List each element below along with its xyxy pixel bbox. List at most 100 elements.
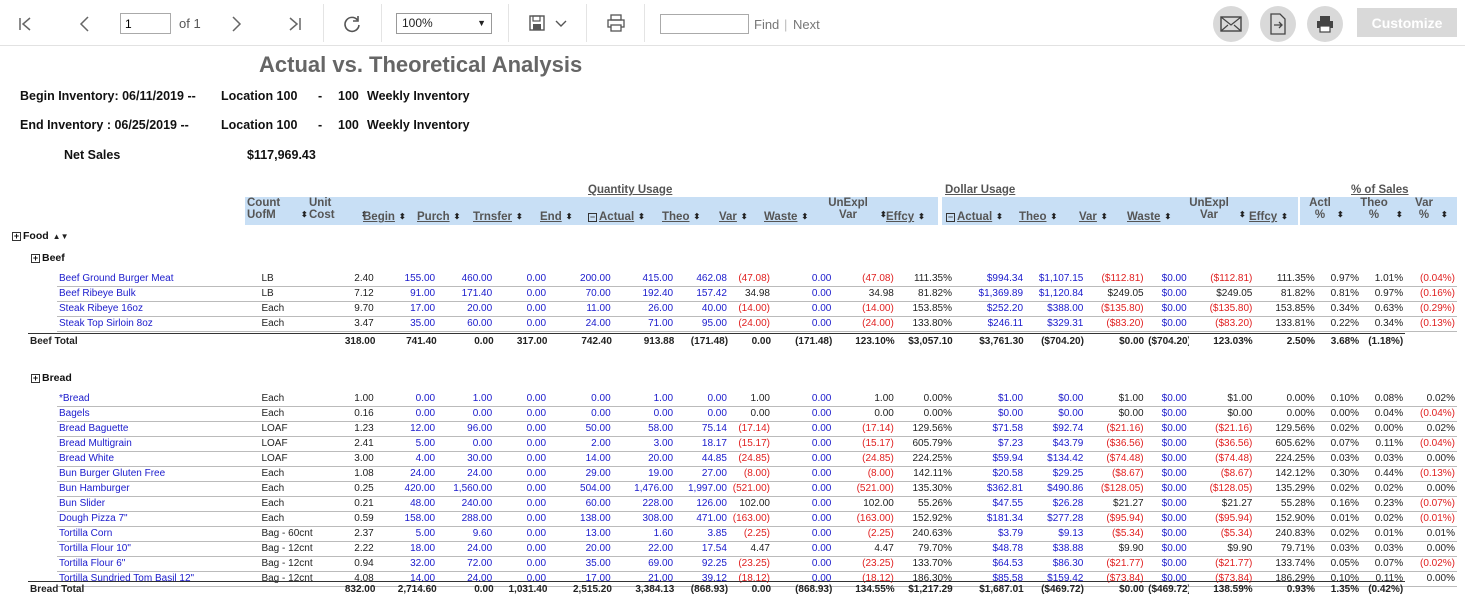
category-food[interactable]: + Food ▲▼ [12, 230, 69, 242]
item-name-link[interactable]: Bread White [57, 451, 260, 467]
cell: 0.03% [1360, 451, 1406, 467]
item-name-link[interactable]: Tortilla Corn [57, 526, 260, 542]
column-header[interactable]: Count UofM ⬍ [247, 197, 308, 221]
item-name-link[interactable]: *Bread [57, 392, 260, 407]
last-page-icon[interactable] [284, 13, 306, 35]
find-input[interactable] [660, 14, 749, 34]
column-header[interactable]: End ⬍ [540, 211, 572, 223]
item-name-link[interactable]: Bagels [57, 406, 260, 422]
chevron-down-icon[interactable] [553, 16, 569, 32]
group-bread[interactable]: + Bread [31, 372, 72, 384]
sort-icon[interactable]: ⬍ [1239, 210, 1246, 219]
cell: 0.00 [494, 511, 549, 527]
refresh-icon[interactable] [340, 12, 364, 36]
column-header[interactable]: Actl % ⬍ [1307, 197, 1344, 221]
expand-icon[interactable]: + [12, 230, 21, 241]
sort-icon[interactable]: ⬍ [918, 212, 925, 221]
sort-icon[interactable]: ⬍ [1100, 212, 1108, 221]
email-button[interactable] [1213, 6, 1249, 42]
sort-icon[interactable]: ⬍ [1050, 212, 1058, 221]
cell: ($128.05) [1085, 481, 1146, 497]
expand-icon[interactable]: + [31, 252, 40, 263]
sort-icon[interactable]: ⬍ [638, 212, 645, 221]
cell: 44.85 [675, 451, 729, 467]
column-header-label: Unit Cost [309, 197, 335, 221]
cell: $0.00 [1085, 406, 1146, 422]
sort-icon[interactable]: ⬍ [1337, 210, 1344, 219]
page-number-input[interactable] [120, 13, 171, 34]
expand-icon[interactable]: + [31, 372, 40, 383]
print-icon[interactable] [605, 13, 627, 33]
column-header[interactable]: Waste ⬍ [1127, 211, 1171, 223]
item-name-link[interactable]: Bun Hamburger [57, 481, 260, 497]
column-header[interactable]: − Actual ⬍ [946, 211, 1003, 223]
column-header[interactable]: Waste ⬍ [764, 211, 808, 223]
column-header[interactable]: Theo % ⬍ [1356, 197, 1403, 221]
column-header[interactable]: Theo ⬍ [662, 211, 700, 223]
column-header[interactable]: Purch ⬍ [417, 211, 460, 223]
print-button[interactable] [1307, 6, 1343, 42]
item-name-link[interactable]: Tortilla Flour 10" [57, 541, 260, 557]
sort-icon[interactable]: ⬍ [1396, 210, 1403, 219]
sort-icon[interactable]: ⬍ [1441, 210, 1448, 219]
sort-icon[interactable]: ⬍ [740, 212, 748, 221]
sort-icon[interactable]: ⬍ [1281, 212, 1288, 221]
cell: Each [259, 511, 320, 527]
sort-icon[interactable]: ⬍ [1164, 212, 1172, 221]
cell: $249.05 [1085, 286, 1146, 302]
cell: 0.03% [1316, 541, 1361, 557]
sort-icon[interactable]: ⬍ [693, 212, 701, 221]
export-button[interactable] [1260, 6, 1296, 42]
find-next-link[interactable]: Next [793, 17, 820, 32]
total-cell: $3,761.30 [954, 333, 1026, 350]
next-page-icon[interactable] [225, 13, 247, 35]
item-name-link[interactable]: Bread Baguette [57, 421, 260, 437]
zoom-select[interactable]: 100% ▼ [396, 13, 492, 34]
column-header[interactable]: UnExpl Var ⬍ [820, 197, 887, 221]
sort-icon[interactable]: ⬍ [453, 212, 461, 221]
column-header[interactable]: Effcy ⬍ [1249, 211, 1288, 223]
column-header[interactable]: Var ⬍ [719, 211, 748, 223]
column-header[interactable]: Trnsfer ⬍ [473, 211, 523, 223]
report-body: Actual vs. Theoretical Analysis Begin In… [0, 47, 1465, 613]
collapse-icon[interactable]: − [946, 211, 955, 222]
column-header[interactable]: UnExpl Var ⬍ [1183, 197, 1246, 221]
sort-icon[interactable]: ⬍ [801, 212, 809, 221]
cell: 1.60 [612, 526, 676, 542]
cell: 0.00 [375, 406, 438, 422]
group-beef[interactable]: + Beef [31, 252, 65, 264]
first-page-icon[interactable] [14, 13, 36, 35]
column-header[interactable]: − Actual ⬍ [588, 211, 645, 223]
column-header[interactable]: Effcy ⬍ [886, 211, 925, 223]
sort-icon[interactable]: ▲▼ [52, 231, 69, 241]
item-name-link[interactable]: Beef Ground Burger Meat [57, 272, 260, 287]
save-icon[interactable] [527, 13, 547, 33]
item-name-link[interactable]: Steak Ribeye 16oz [57, 301, 260, 317]
find-link[interactable]: Find [754, 17, 780, 32]
column-header[interactable]: Theo ⬍ [1019, 211, 1057, 223]
sort-icon[interactable]: ⬍ [361, 210, 368, 219]
column-header[interactable]: Unit Cost ⬍ [309, 197, 368, 221]
cell: 92.25 [675, 556, 729, 572]
column-header[interactable]: Var % ⬍ [1411, 197, 1448, 221]
item-name-link[interactable]: Beef Ribeye Bulk [57, 286, 260, 302]
item-name-link[interactable]: Dough Pizza 7" [57, 511, 260, 527]
cell: ($95.94) [1085, 511, 1146, 527]
cell: (521.00) [833, 481, 896, 497]
column-header[interactable]: Var ⬍ [1079, 211, 1108, 223]
collapse-icon[interactable]: − [588, 211, 597, 222]
prev-page-icon[interactable] [74, 13, 96, 35]
sort-icon[interactable]: ⬍ [398, 212, 406, 221]
item-name-link[interactable]: Bun Slider [57, 496, 260, 512]
sort-icon[interactable]: ⬍ [565, 212, 573, 221]
column-header[interactable]: Begin ⬍ [363, 211, 406, 223]
item-name-link[interactable]: Bun Burger Gluten Free [57, 466, 260, 482]
sort-icon[interactable]: ⬍ [516, 212, 523, 221]
item-name-link[interactable]: Steak Top Sirloin 8oz [57, 316, 260, 332]
sort-icon[interactable]: ⬍ [996, 212, 1003, 221]
sort-icon[interactable]: ⬍ [880, 210, 887, 219]
item-name-link[interactable]: Tortilla Flour 6" [57, 556, 260, 572]
item-name-link[interactable]: Bread Multigrain [57, 436, 260, 452]
customize-button[interactable]: Customize [1357, 8, 1457, 37]
sort-icon[interactable]: ⬍ [301, 210, 308, 219]
